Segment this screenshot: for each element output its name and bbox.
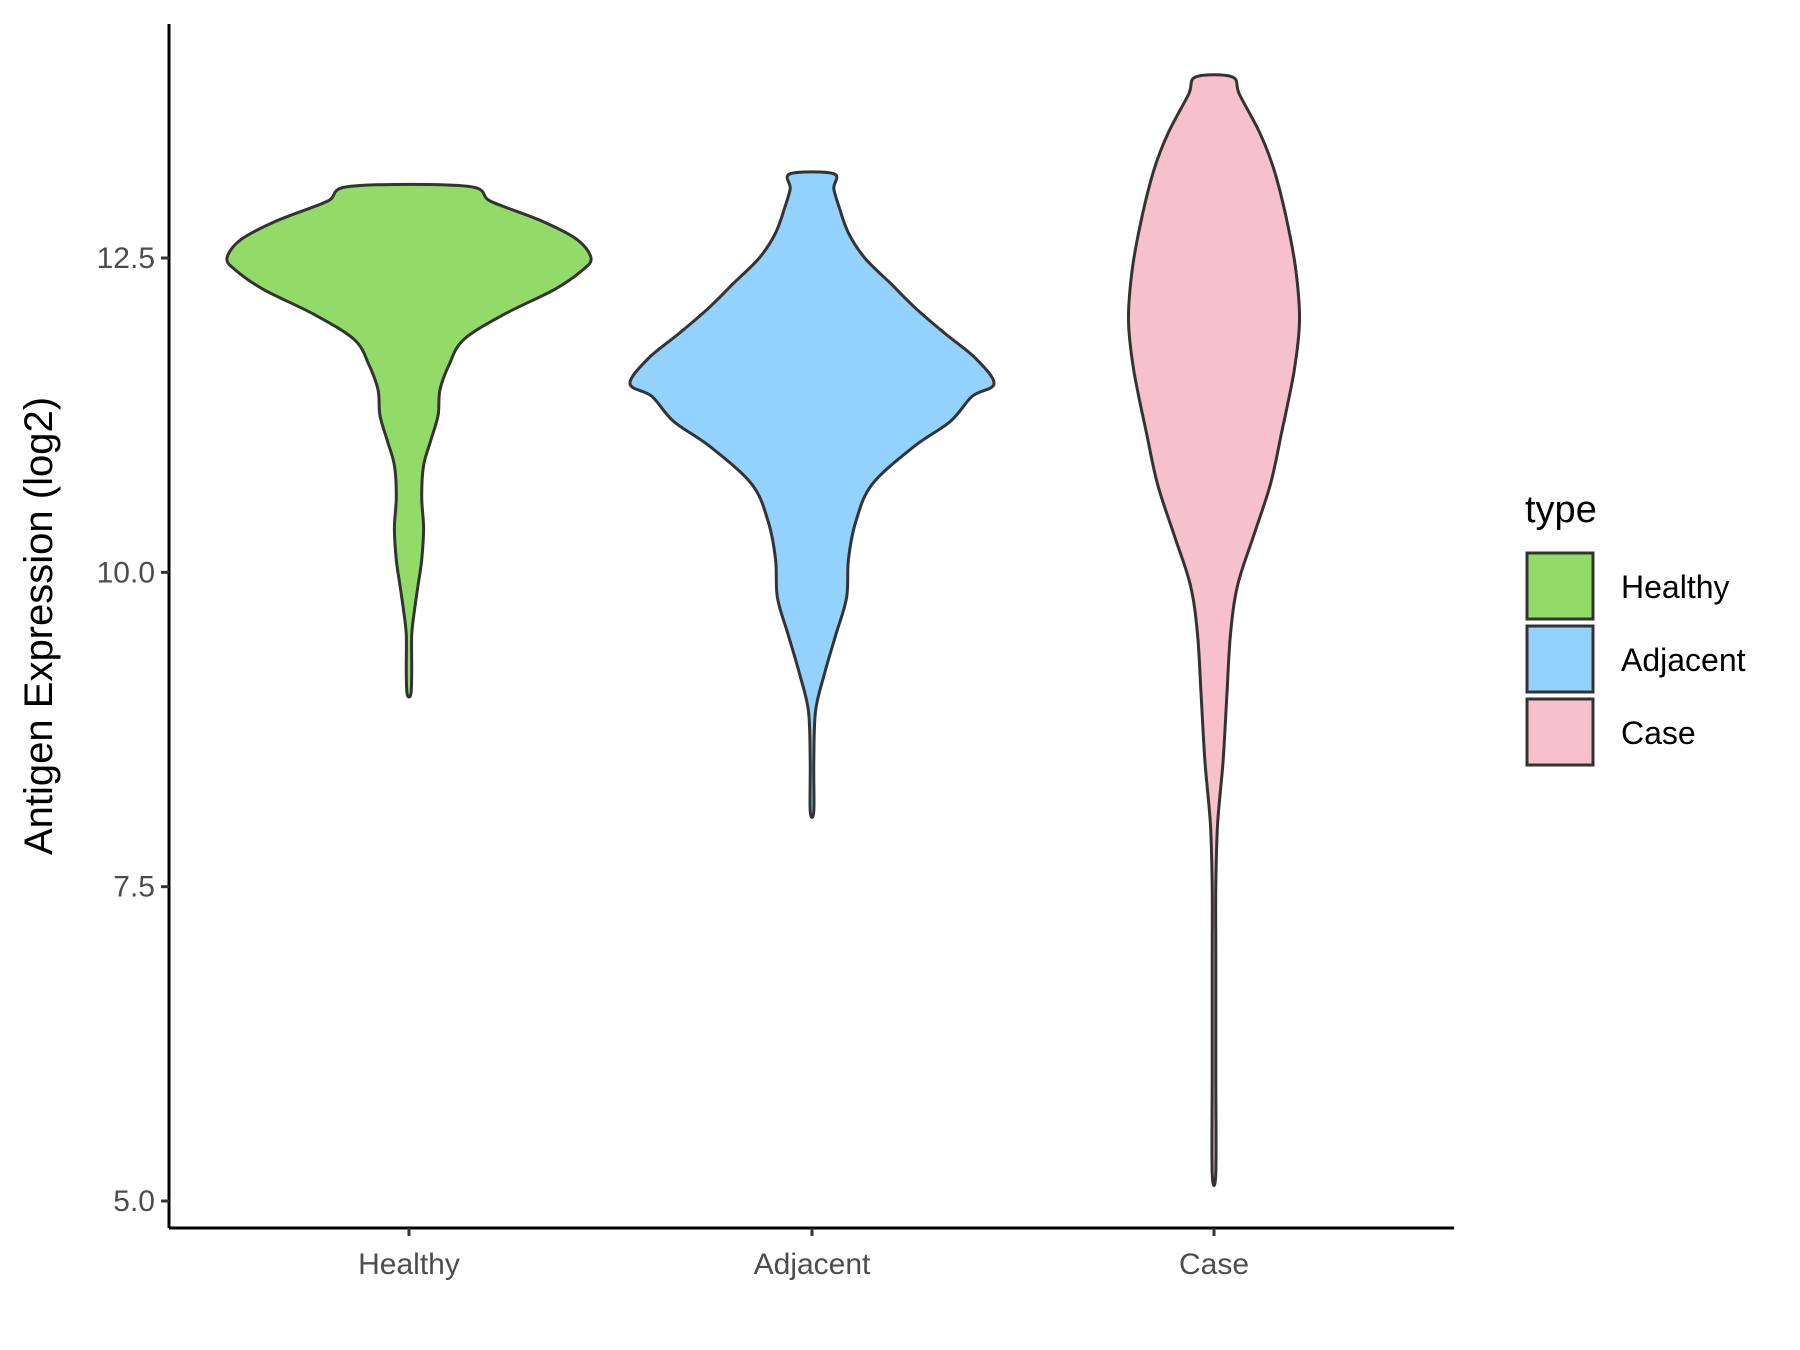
legend-label-healthy: Healthy (1621, 569, 1730, 605)
legend-swatch-case (1525, 697, 1595, 767)
x-axis-ticks: Healthy Adjacent Case (358, 1228, 1249, 1281)
y-tick-label: 10.0 (97, 556, 155, 589)
legend-label-adjacent: Adjacent (1621, 642, 1746, 678)
y-axis-ticks: 5.0 7.5 10.0 12.5 (97, 242, 169, 1218)
x-tick-label: Case (1179, 1248, 1249, 1281)
legend-title: type (1525, 489, 1597, 531)
violin-adjacent (628, 170, 996, 819)
legend: type Healthy Adjacent Case (1525, 489, 1746, 767)
violin-case (1126, 73, 1302, 1188)
y-axis-title: Antigen Expression (log2) (17, 397, 61, 855)
violin-healthy (225, 182, 593, 699)
legend-swatch-healthy (1525, 551, 1595, 621)
legend-swatch-adjacent (1525, 624, 1595, 694)
y-tick-label: 12.5 (97, 242, 155, 275)
y-tick-label: 7.5 (113, 871, 155, 904)
y-tick-label: 5.0 (113, 1185, 155, 1218)
x-tick-label: Healthy (358, 1248, 460, 1281)
legend-label-case: Case (1621, 715, 1696, 751)
legend-items: Healthy Adjacent Case (1525, 551, 1746, 767)
violin-group (225, 73, 1302, 1188)
x-tick-label: Adjacent (754, 1248, 871, 1281)
